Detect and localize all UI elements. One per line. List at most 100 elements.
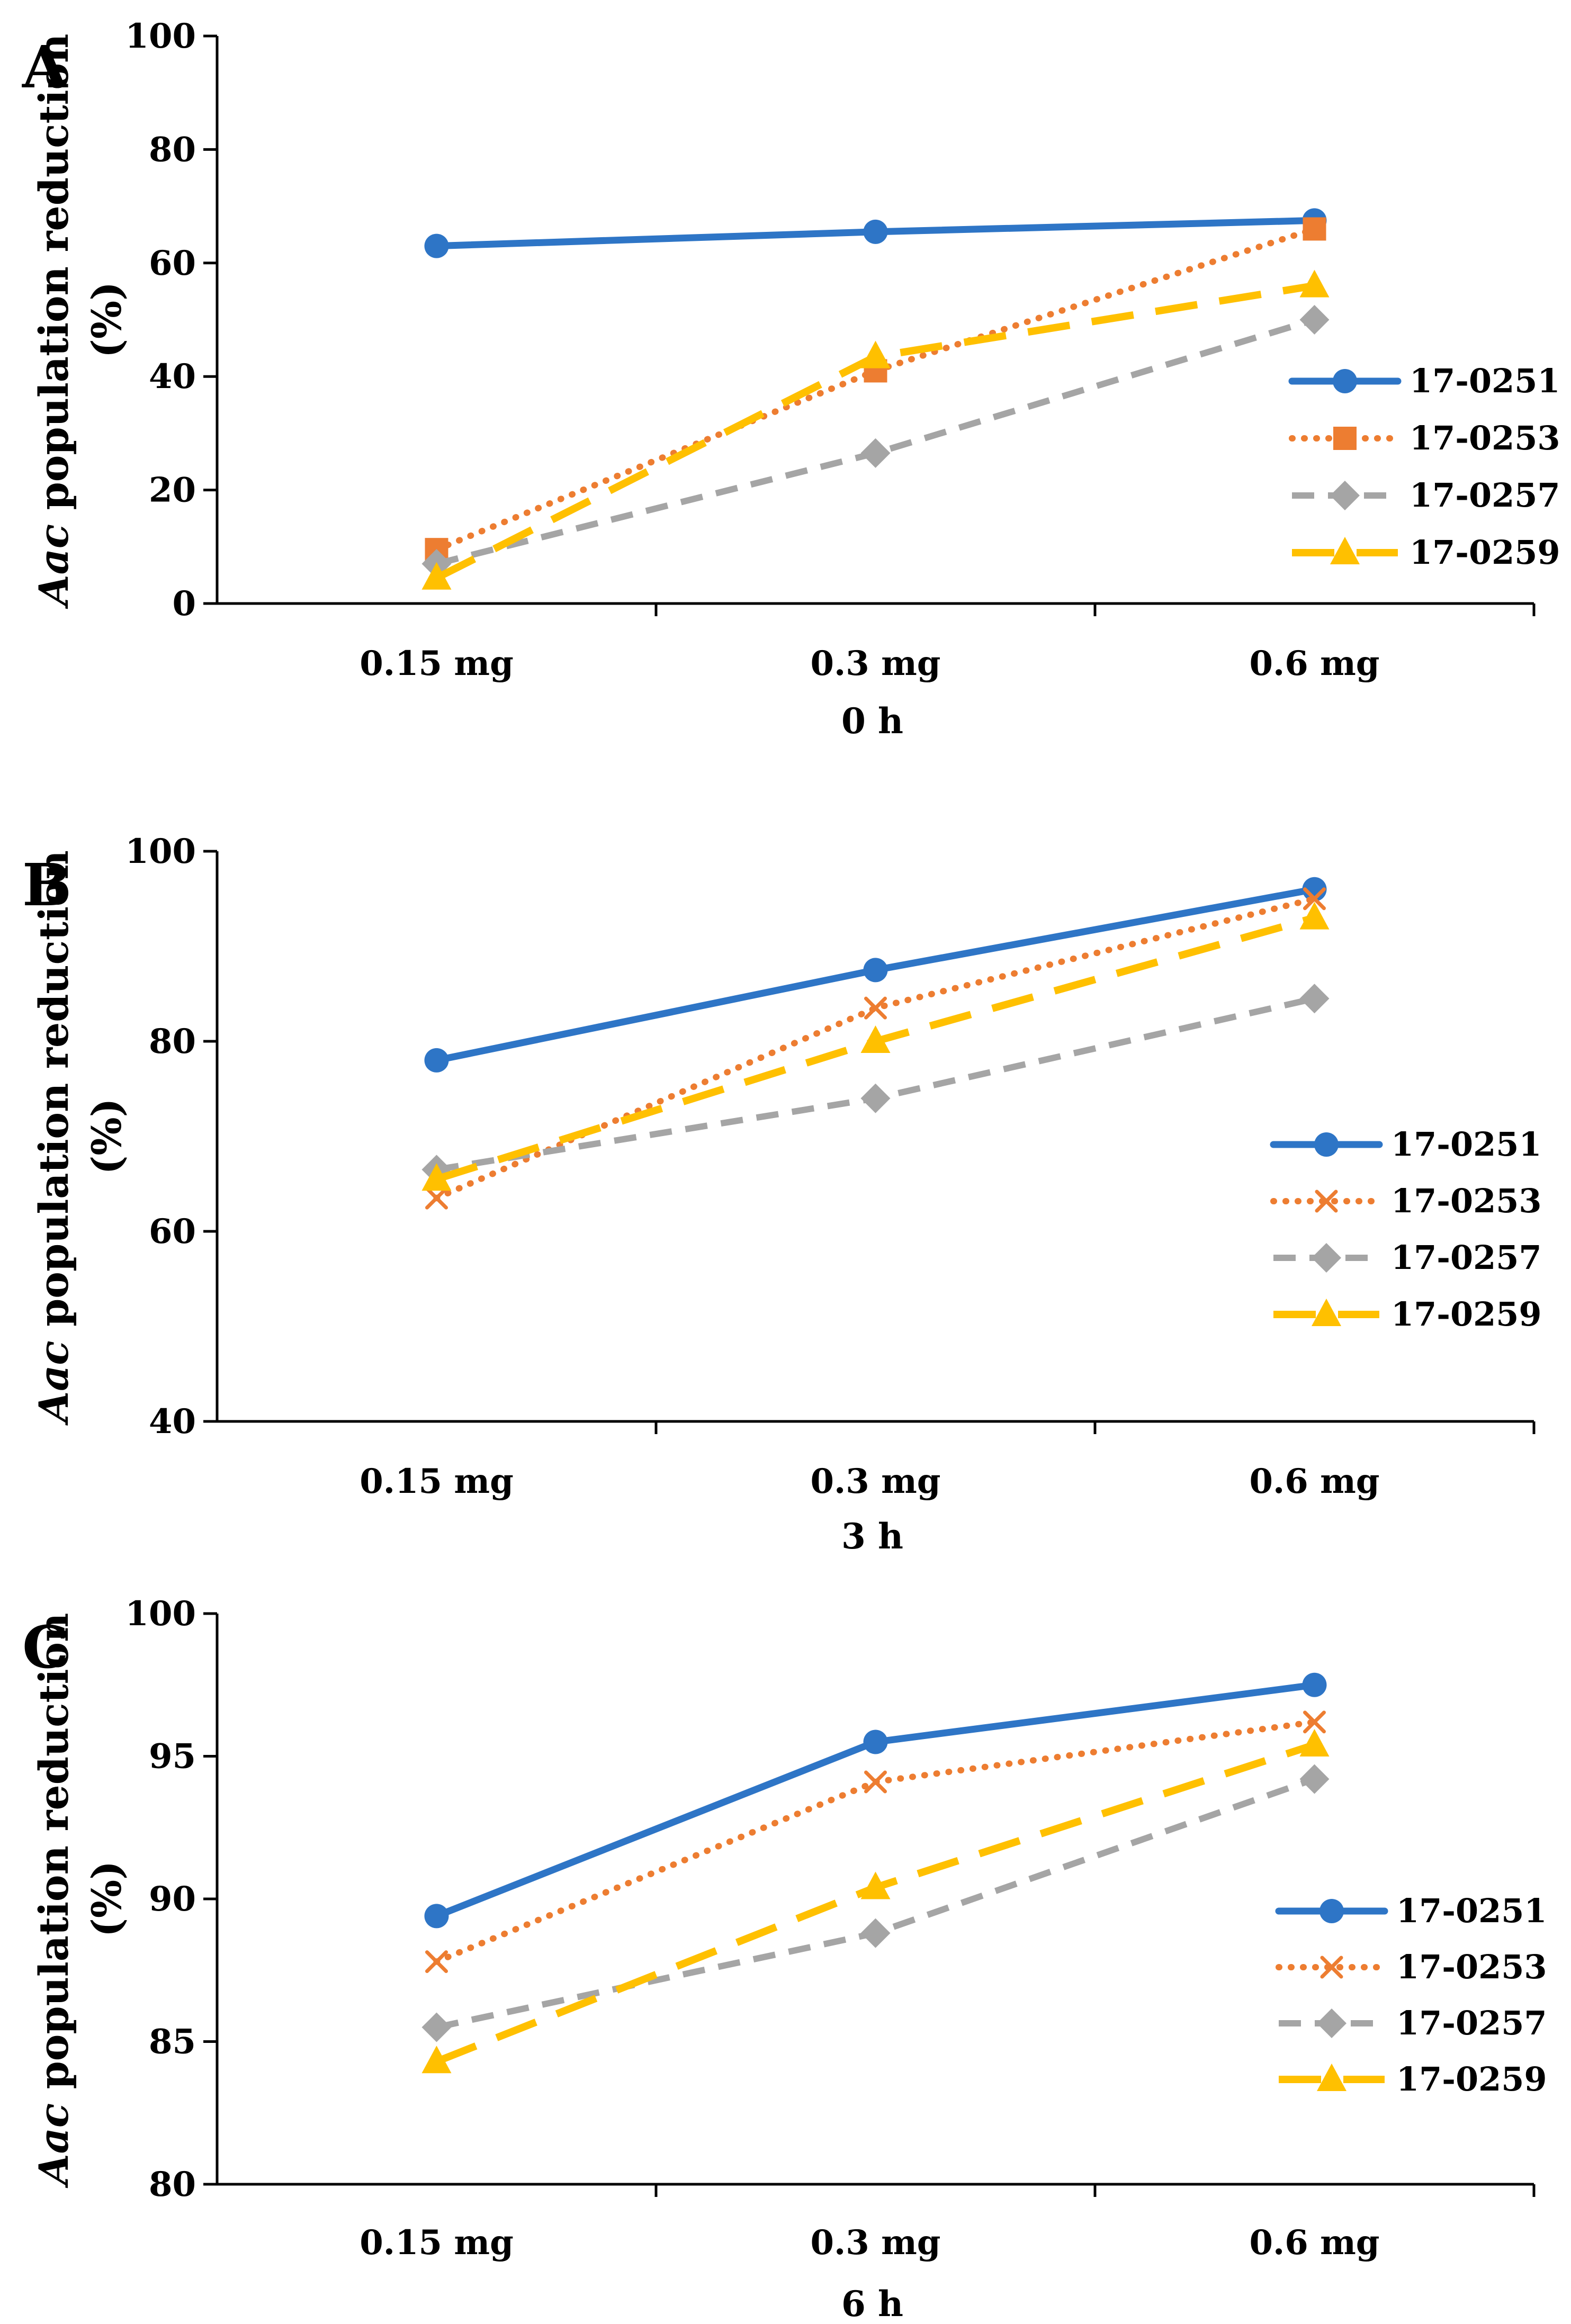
data-point [1299, 984, 1330, 1014]
data-point [1303, 1710, 1326, 1734]
data-point [1302, 1672, 1327, 1697]
y-tick-label: 60 [149, 244, 196, 283]
y-axis-title-text: population reduction [30, 1613, 77, 2103]
legend-label: 17-0259 [1391, 1295, 1542, 1334]
y-tick-label: 20 [149, 471, 196, 510]
y-axis-title: Aac population reduction [30, 850, 77, 1426]
legend-marker [1312, 1299, 1341, 1326]
y-tick-label: 40 [149, 357, 196, 397]
legend-item-17-0253: 17-0253 [1270, 1182, 1542, 1220]
legend-marker [1315, 1190, 1338, 1213]
x-axis-title: 6 h [841, 2283, 903, 2324]
y-axis-unit: (%) [83, 1861, 130, 1937]
y-axis-title: Aac population reduction [30, 1613, 77, 2188]
data-point [863, 1730, 888, 1754]
legend-marker [1317, 2008, 1346, 2038]
y-tick-label: 0 [172, 584, 196, 624]
legend-item-17-0253: 17-0253 [1289, 419, 1560, 457]
x-tick-label: 0.15 mg [360, 644, 514, 683]
legend-marker [1314, 1132, 1339, 1157]
legend-item-17-0251: 17-0251 [1275, 1891, 1547, 1930]
series-17-0259 [421, 1728, 1330, 2074]
y-tick-label: 100 [125, 16, 196, 56]
x-tick-label: 0.3 mg [810, 644, 940, 683]
panel-letter-a: A [22, 33, 68, 101]
series-line [435, 282, 1315, 582]
data-point [1299, 305, 1330, 335]
y-axis-title-italic: Aac [30, 1340, 77, 1426]
y-tick-label: 95 [149, 1737, 196, 1777]
panel-letter-b: B [22, 851, 71, 919]
x-tick-label: 0.15 mg [360, 2223, 514, 2263]
x-tick-label: 0.3 mg [810, 1462, 940, 1501]
legend-item-17-0251: 17-0251 [1288, 362, 1560, 400]
legend-label: 17-0251 [1410, 362, 1560, 400]
data-point [421, 2012, 452, 2042]
series-line [433, 226, 1318, 553]
series-17-0259 [421, 269, 1330, 590]
data-point [424, 233, 449, 258]
x-tick-label: 0.6 mg [1249, 2223, 1379, 2263]
legend-marker [1333, 427, 1357, 450]
legend-marker [1330, 537, 1360, 564]
legend-item-17-0259: 17-0259 [1279, 2060, 1547, 2098]
data-point [860, 1083, 891, 1113]
data-point [421, 562, 452, 590]
legend: 17-0251 17-0253 17-0257 17-0259 [1275, 1891, 1547, 2098]
legend-marker [1333, 369, 1357, 393]
series-line [435, 1741, 1316, 2065]
legend-item-17-0259: 17-0259 [1273, 1295, 1542, 1334]
legend-item-17-0257: 17-0257 [1292, 476, 1560, 515]
legend-label: 17-0259 [1410, 533, 1560, 572]
legend-item-17-0257: 17-0257 [1273, 1238, 1542, 1277]
data-point [1299, 269, 1330, 298]
legend-label: 17-0253 [1410, 419, 1560, 457]
series-17-0257 [421, 305, 1330, 579]
data-point [1303, 887, 1326, 911]
y-tick-label: 85 [149, 2022, 196, 2062]
legend-marker [1319, 1899, 1344, 1923]
data-point [863, 219, 888, 244]
panel-b: B 40 60 80 100 0.15 mg 0.3 mg 0.6 mg 3 h Aac popu… [22, 832, 1542, 1557]
panel-a: A 0 20 40 60 80 100 0.15 mg 0.3 mg 0.6 mg 0 h Aac p… [22, 16, 1560, 742]
data-point [1303, 217, 1326, 241]
series-17-0251 [424, 208, 1327, 258]
y-tick-label: 100 [125, 1594, 196, 1634]
y-tick-label: 80 [149, 130, 196, 169]
series-line [436, 1776, 1316, 2031]
series-17-0251 [424, 877, 1327, 1073]
y-tick-label: 40 [149, 1402, 196, 1442]
legend-item-17-0257: 17-0257 [1279, 2004, 1547, 2042]
y-axis-title-text: population reduction [30, 34, 77, 524]
x-tick-label: 0.15 mg [360, 1462, 514, 1501]
legend-marker [1330, 481, 1360, 510]
legend-label: 17-0257 [1391, 1238, 1542, 1277]
data-point [425, 1950, 448, 1974]
legend-label: 17-0253 [1396, 1948, 1547, 1986]
legend-label: 17-0251 [1391, 1125, 1542, 1164]
legend-item-17-0253: 17-0253 [1276, 1948, 1547, 1986]
legend-item-17-0259: 17-0259 [1292, 533, 1560, 572]
data-point [1299, 902, 1330, 930]
data-point [863, 958, 888, 983]
legend-item-17-0251: 17-0251 [1270, 1125, 1542, 1164]
legend-marker [1312, 1243, 1341, 1273]
series-17-0257 [421, 984, 1330, 1185]
y-axis-unit: (%) [83, 1098, 130, 1174]
x-axis-title: 0 h [841, 700, 903, 742]
legend: 17-0251 17-0253 17-0257 17-0259 [1270, 1125, 1542, 1334]
data-point [1299, 1728, 1330, 1756]
data-point [424, 1904, 449, 1929]
x-axis-title: 3 h [841, 1516, 903, 1557]
y-axis-unit: (%) [83, 282, 130, 358]
data-point [860, 1871, 891, 1899]
series-17-0251 [424, 1672, 1327, 1929]
series-17-0257 [421, 1764, 1330, 2042]
x-tick-label: 0.3 mg [810, 2223, 940, 2263]
panel-letter-c: C [22, 1613, 69, 1681]
legend-label: 17-0251 [1396, 1891, 1547, 1930]
y-axis-title: Aac population reduction [30, 34, 77, 609]
series-17-0253 [425, 217, 1326, 562]
series-17-0253 [425, 1710, 1326, 1974]
